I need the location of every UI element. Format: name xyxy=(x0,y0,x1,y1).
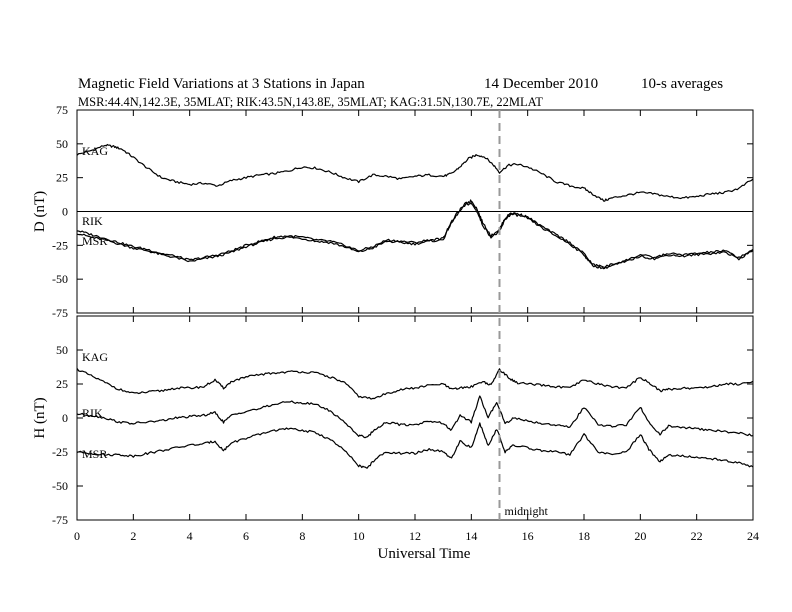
x-tick-label: 16 xyxy=(522,529,534,543)
d-y-axis-label: D (nT) xyxy=(32,191,48,232)
h-series-label-kag: KAG xyxy=(82,350,108,364)
x-tick-label: 14 xyxy=(465,529,477,543)
h-series-kag xyxy=(76,368,754,400)
h-component-panel: 50 25 0 -25 -50 -75 KAG RIK MSR H (nT) xyxy=(32,315,754,527)
h-y-tick-label: -75 xyxy=(52,513,68,527)
d-y-tick-label: -50 xyxy=(52,272,68,286)
h-series-msr xyxy=(76,422,754,469)
chart-title: Magnetic Field Variations at 3 Stations … xyxy=(78,76,365,92)
x-tick-label: 20 xyxy=(634,529,646,543)
h-series-rik xyxy=(76,395,754,439)
x-tick-label: 24 xyxy=(747,529,759,543)
x-tick-label: 18 xyxy=(578,529,590,543)
d-y-tick-label: -75 xyxy=(52,306,68,320)
h-series-label-msr: MSR xyxy=(82,447,107,461)
d-series-msr xyxy=(76,199,754,268)
d-y-tick-label: 0 xyxy=(62,205,68,219)
station-coordinates: MSR:44.4N,142.3E, 35MLAT; RIK:43.5N,143.… xyxy=(78,95,543,109)
d-component-panel: 75 50 25 0 -25 -50 -75 KAG RIK MSR D (nT) xyxy=(32,103,754,320)
d-series-kag xyxy=(76,143,754,202)
midnight-label: midnight xyxy=(505,504,549,518)
h-y-tick-label: -25 xyxy=(52,445,68,459)
d-series-label-msr: MSR xyxy=(82,234,107,248)
d-series-label-kag: KAG xyxy=(82,144,108,158)
chart-averaging: 10-s averages xyxy=(641,76,723,92)
d-y-tick-label: 25 xyxy=(56,171,68,185)
d-y-tick-label: 50 xyxy=(56,137,68,151)
h-y-tick-label: 50 xyxy=(56,343,68,357)
d-y-tick-label: 75 xyxy=(56,103,68,117)
x-tick-label: 6 xyxy=(243,529,249,543)
d-series-rik xyxy=(76,202,754,270)
h-y-tick-label: 25 xyxy=(56,377,68,391)
d-y-tick-label: -25 xyxy=(52,238,68,252)
x-tick-label: 4 xyxy=(187,529,193,543)
x-tick-label: 10 xyxy=(353,529,365,543)
x-tick-label: 8 xyxy=(299,529,305,543)
x-tick-label: 0 xyxy=(74,529,80,543)
x-tick-label: 22 xyxy=(691,529,703,543)
h-y-tick-label: -50 xyxy=(52,479,68,493)
h-y-tick-label: 0 xyxy=(62,411,68,425)
x-axis: 0 2 4 6 8 10 12 14 16 18 20 22 24 xyxy=(74,529,759,543)
midnight-marker: midnight xyxy=(498,110,549,520)
h-y-axis-label: H (nT) xyxy=(32,397,48,438)
x-axis-label: Universal Time xyxy=(378,546,471,562)
x-tick-label: 2 xyxy=(130,529,136,543)
d-series-label-rik: RIK xyxy=(82,214,103,228)
h-series-label-rik: RIK xyxy=(82,406,103,420)
x-tick-label: 12 xyxy=(409,529,421,543)
chart-date: 14 December 2010 xyxy=(484,76,598,92)
